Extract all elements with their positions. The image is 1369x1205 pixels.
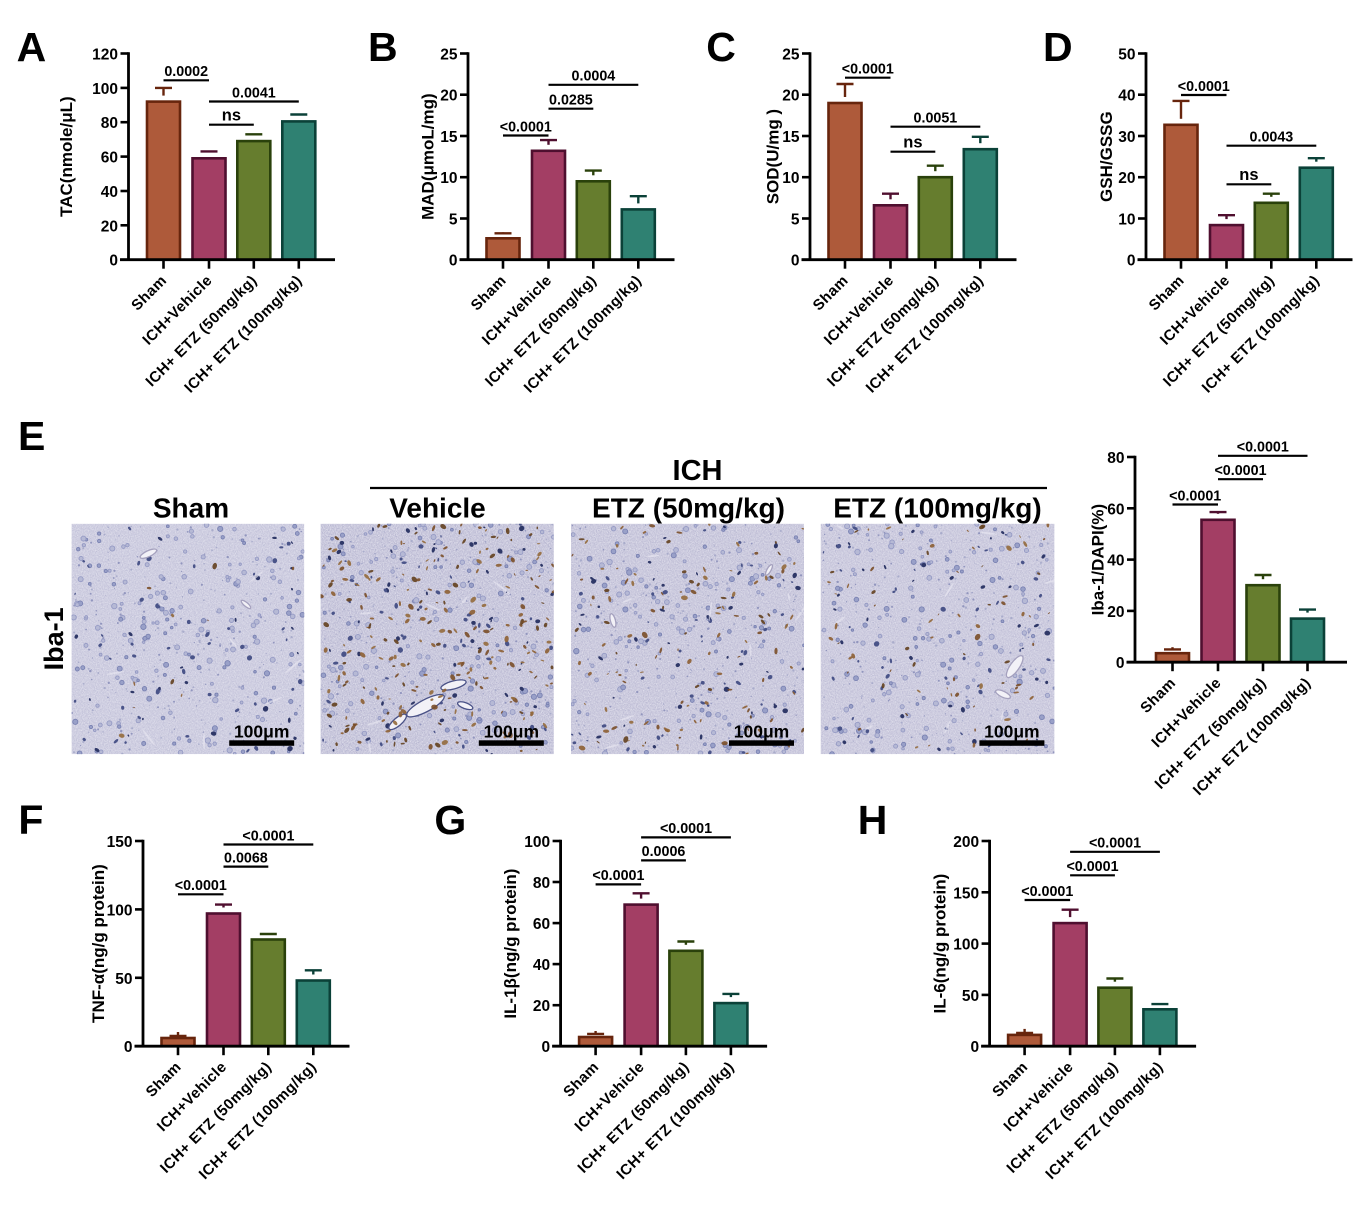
svg-text:80: 80 (1107, 450, 1124, 467)
svg-text:Sham: Sham (153, 493, 229, 524)
svg-text:20: 20 (1118, 170, 1135, 187)
svg-text:60: 60 (101, 150, 118, 167)
svg-text:20: 20 (782, 88, 799, 105)
svg-text:50: 50 (962, 988, 979, 1005)
svg-text:<0.0001: <0.0001 (1089, 836, 1141, 852)
svg-text:F: F (18, 797, 43, 843)
svg-text:15: 15 (782, 129, 800, 146)
svg-text:150: 150 (953, 885, 979, 902)
svg-text:Vehicle: Vehicle (389, 493, 486, 524)
svg-text:100μm: 100μm (734, 721, 789, 741)
svg-text:0: 0 (109, 253, 118, 270)
svg-text:40: 40 (1118, 88, 1135, 105)
svg-text:100: 100 (92, 81, 118, 98)
svg-text:0: 0 (124, 1039, 133, 1056)
svg-text:0.0043: 0.0043 (1250, 130, 1294, 146)
svg-text:E: E (18, 413, 45, 459)
svg-text:0.0068: 0.0068 (224, 850, 268, 866)
svg-text:0.0002: 0.0002 (164, 64, 208, 80)
svg-text:ETZ (100mg/kg): ETZ (100mg/kg) (833, 493, 1041, 524)
svg-text:ns: ns (1239, 166, 1258, 184)
svg-text:IL-1β(ng/g protein): IL-1β(ng/g protein) (501, 869, 520, 1019)
svg-text:IL-6(ng/g protein): IL-6(ng/g protein) (931, 874, 950, 1014)
svg-text:5: 5 (791, 212, 800, 229)
svg-text:<0.0001: <0.0001 (1237, 440, 1289, 456)
svg-text:<0.0001: <0.0001 (175, 878, 227, 894)
svg-text:TAC(nmole/μL): TAC(nmole/μL) (57, 96, 76, 217)
svg-text:20: 20 (440, 88, 457, 105)
svg-text:ns: ns (903, 134, 922, 152)
svg-text:<0.0001: <0.0001 (1214, 463, 1266, 479)
svg-text:<0.0001: <0.0001 (1066, 859, 1118, 875)
svg-text:SOD(U/mg ): SOD(U/mg ) (764, 109, 783, 204)
svg-text:60: 60 (533, 916, 550, 933)
svg-text:ns: ns (222, 107, 241, 125)
svg-text:<0.0001: <0.0001 (842, 62, 894, 78)
svg-text:<0.0001: <0.0001 (500, 119, 552, 135)
svg-text:ICH: ICH (673, 455, 723, 487)
svg-text:5: 5 (449, 212, 458, 229)
svg-text:0: 0 (1127, 253, 1136, 270)
svg-text:20: 20 (533, 998, 550, 1015)
svg-text:A: A (17, 24, 47, 70)
svg-text:100: 100 (953, 937, 979, 954)
svg-text:20: 20 (101, 218, 118, 235)
svg-text:MAD(μmoL/mg): MAD(μmoL/mg) (419, 93, 438, 220)
svg-text:80: 80 (101, 115, 118, 132)
svg-text:20: 20 (1107, 604, 1124, 621)
svg-text:0.0004: 0.0004 (572, 69, 616, 85)
svg-text:G: G (434, 797, 466, 843)
svg-text:100: 100 (107, 902, 133, 919)
svg-text:TNF-α(ng/g protein): TNF-α(ng/g protein) (89, 864, 108, 1023)
svg-text:0: 0 (1116, 655, 1125, 672)
svg-text:<0.0001: <0.0001 (1169, 488, 1221, 504)
svg-text:0: 0 (791, 253, 800, 270)
svg-text:0: 0 (541, 1039, 550, 1056)
svg-text:<0.0001: <0.0001 (242, 828, 294, 844)
svg-text:H: H (858, 797, 888, 843)
svg-text:80: 80 (533, 875, 550, 892)
svg-text:100μm: 100μm (984, 721, 1039, 741)
svg-text:200: 200 (953, 834, 979, 851)
svg-text:30: 30 (1118, 129, 1135, 146)
svg-text:150: 150 (107, 834, 133, 851)
svg-text:D: D (1043, 24, 1073, 70)
svg-text:<0.0001: <0.0001 (1178, 79, 1230, 95)
svg-text:C: C (706, 24, 736, 70)
svg-text:0.0285: 0.0285 (549, 93, 593, 109)
svg-text:100μm: 100μm (234, 721, 289, 741)
svg-text:50: 50 (115, 971, 132, 988)
svg-text:0.0051: 0.0051 (914, 111, 958, 127)
svg-text:40: 40 (101, 184, 118, 201)
svg-text:Iba-1/DAPI(%): Iba-1/DAPI(%) (1088, 504, 1107, 615)
svg-text:0.0006: 0.0006 (642, 844, 686, 860)
svg-text:0.0041: 0.0041 (232, 85, 276, 101)
svg-text:25: 25 (782, 47, 800, 64)
svg-text:0: 0 (449, 253, 458, 270)
svg-text:10: 10 (440, 170, 457, 187)
svg-text:10: 10 (1118, 212, 1135, 229)
svg-text:120: 120 (92, 47, 118, 64)
svg-text:<0.0001: <0.0001 (660, 821, 712, 837)
svg-text:B: B (368, 24, 398, 70)
svg-text:25: 25 (440, 47, 458, 64)
svg-text:Iba-1: Iba-1 (39, 607, 69, 670)
svg-text:<0.0001: <0.0001 (1021, 884, 1073, 900)
svg-text:50: 50 (1118, 47, 1135, 64)
svg-text:60: 60 (1107, 501, 1124, 518)
svg-text:10: 10 (782, 170, 799, 187)
svg-text:0: 0 (970, 1039, 979, 1056)
svg-text:100: 100 (524, 834, 550, 851)
svg-text:40: 40 (1107, 553, 1124, 570)
svg-text:<0.0001: <0.0001 (592, 868, 644, 884)
svg-text:100μm: 100μm (484, 721, 539, 741)
svg-text:40: 40 (533, 957, 550, 974)
svg-text:15: 15 (440, 129, 458, 146)
svg-text:GSH/GSSG: GSH/GSSG (1097, 111, 1116, 202)
svg-text:ETZ (50mg/kg): ETZ (50mg/kg) (592, 493, 785, 524)
